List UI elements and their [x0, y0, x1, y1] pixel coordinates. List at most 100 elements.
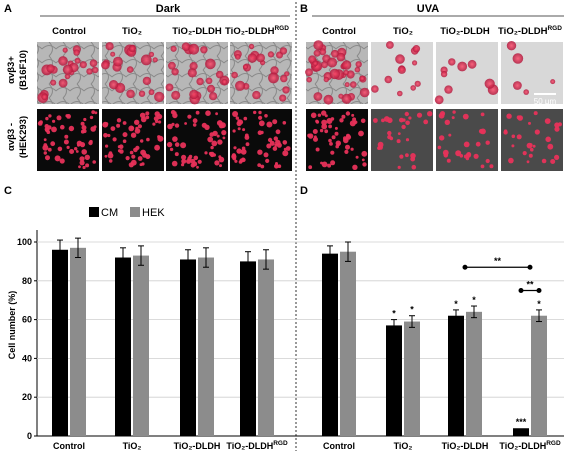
cell [154, 111, 160, 117]
cell [107, 152, 114, 159]
cell [188, 43, 200, 55]
cell [62, 64, 73, 75]
superscript: RGD [274, 25, 289, 32]
cell [506, 113, 512, 119]
error-bar [57, 239, 63, 260]
cell [324, 114, 328, 118]
cell [397, 90, 403, 97]
bar-hek [531, 315, 547, 436]
cell [350, 81, 357, 88]
header-uva: UVA [417, 3, 439, 15]
cell [217, 139, 223, 145]
cell [405, 153, 409, 158]
cell [371, 85, 379, 93]
y-tick-label: 80 [22, 276, 32, 286]
cell [117, 145, 121, 149]
cell [550, 79, 556, 85]
cell [242, 128, 246, 132]
cell [197, 159, 202, 164]
cell [174, 152, 179, 157]
cell [126, 66, 134, 73]
cell [81, 125, 87, 131]
cell [52, 119, 56, 123]
cell [310, 112, 317, 119]
superscript: RGD [546, 440, 561, 447]
cell [237, 127, 241, 131]
micrograph-tile [436, 109, 498, 171]
cell [396, 139, 401, 144]
error-bar [203, 247, 209, 268]
cell [345, 111, 351, 116]
cell [122, 139, 127, 143]
cell [336, 52, 346, 62]
error-bar [453, 309, 459, 323]
bracket-label: ** [494, 256, 502, 266]
cell [360, 118, 366, 124]
micrograph-tile [230, 42, 292, 104]
cell [257, 163, 262, 168]
cell [275, 129, 281, 135]
legend-label-cm: CM [101, 207, 118, 219]
cell [101, 60, 110, 70]
cell [554, 154, 560, 160]
cell [219, 164, 222, 168]
cell [378, 145, 383, 150]
cell [439, 135, 445, 141]
cell [243, 116, 248, 121]
cell [82, 165, 86, 170]
cell [443, 153, 449, 158]
significance-star: * [472, 295, 476, 305]
legend: CM HEK [89, 207, 165, 219]
cell [331, 135, 336, 140]
cell [232, 156, 237, 161]
cell [139, 112, 146, 119]
cell [438, 112, 445, 119]
cell [37, 121, 43, 126]
x-tick-label: TiO₂-DLDHRGD [226, 440, 288, 451]
cell [451, 116, 455, 120]
micrograph-tile [371, 109, 433, 171]
cell [112, 137, 117, 142]
cell [192, 118, 198, 124]
cell [242, 64, 249, 70]
cell [550, 159, 556, 164]
cell [247, 53, 257, 63]
cell [59, 158, 65, 164]
significance-star: *** [516, 417, 527, 427]
x-tick-label: TiO₂-DLDH [174, 441, 221, 451]
cell [209, 132, 214, 137]
micrograph-tile [434, 42, 499, 105]
cell [45, 155, 50, 161]
superscript: RGD [273, 440, 288, 447]
cell [315, 119, 319, 123]
cell [313, 136, 318, 142]
micrograph-tile [37, 109, 99, 171]
cell [253, 110, 257, 115]
legend-swatch-cm [89, 207, 99, 217]
row-label-top: αvβ3+ (B16F10) [6, 50, 29, 90]
cell [373, 118, 378, 123]
cell [234, 53, 241, 60]
cell [205, 58, 216, 70]
cell [387, 130, 392, 136]
y-tick-label: 100 [17, 237, 32, 247]
column-labels-dark: Control TiO₂ TiO₂-DLDH TiO₂-DLDHRGD [52, 25, 289, 37]
cell [313, 40, 324, 51]
cell [260, 130, 264, 135]
cell [405, 120, 410, 126]
cell [465, 152, 472, 158]
cell [157, 135, 164, 142]
cell [103, 133, 108, 138]
cell [389, 136, 394, 141]
cell [320, 161, 323, 165]
cell [240, 148, 247, 155]
cell [279, 47, 288, 55]
cell [338, 93, 344, 99]
error-bar [471, 305, 477, 319]
cell [321, 61, 328, 69]
cell [448, 133, 452, 137]
y-axis-label: Cell number (%) [7, 291, 17, 360]
cell [172, 112, 178, 119]
cell [236, 148, 242, 154]
cell [142, 76, 152, 86]
